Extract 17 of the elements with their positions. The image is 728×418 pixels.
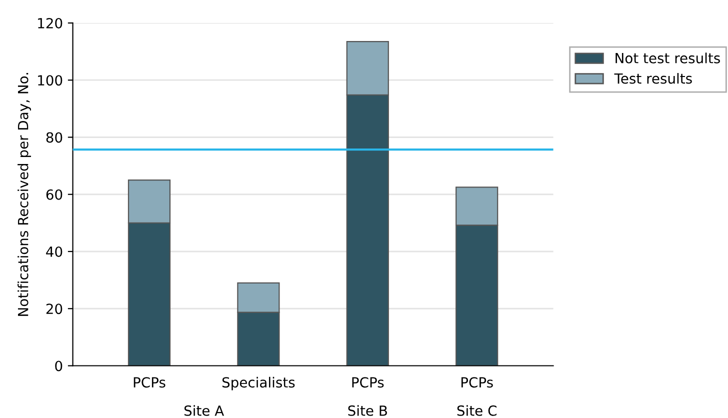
legend-label: Not test results (616, 52, 720, 64)
y-tick-label: 80 (46, 132, 62, 143)
x-tick-label: PCPs (352, 377, 384, 388)
text: Site C (457, 405, 496, 416)
y-tick-label: 100 (38, 75, 62, 86)
y-tick-label: 120 (38, 18, 62, 28)
y-tick-label: 40 (46, 246, 62, 257)
y-axis-title: Notifications Received per Day, No. (18, 72, 32, 316)
y-tick-label: 60 (46, 189, 62, 200)
legend-label: Test results (614, 73, 692, 84)
x-tick-label: PCPs (461, 377, 493, 388)
x-tick-label: Specialists (222, 376, 295, 390)
x-tick-label: PCPs (134, 377, 166, 388)
y-tick-label: 20 (46, 304, 62, 314)
y-tick-label: 0 (55, 360, 62, 372)
text: Site B (348, 405, 387, 416)
text: Site A (184, 405, 224, 416)
